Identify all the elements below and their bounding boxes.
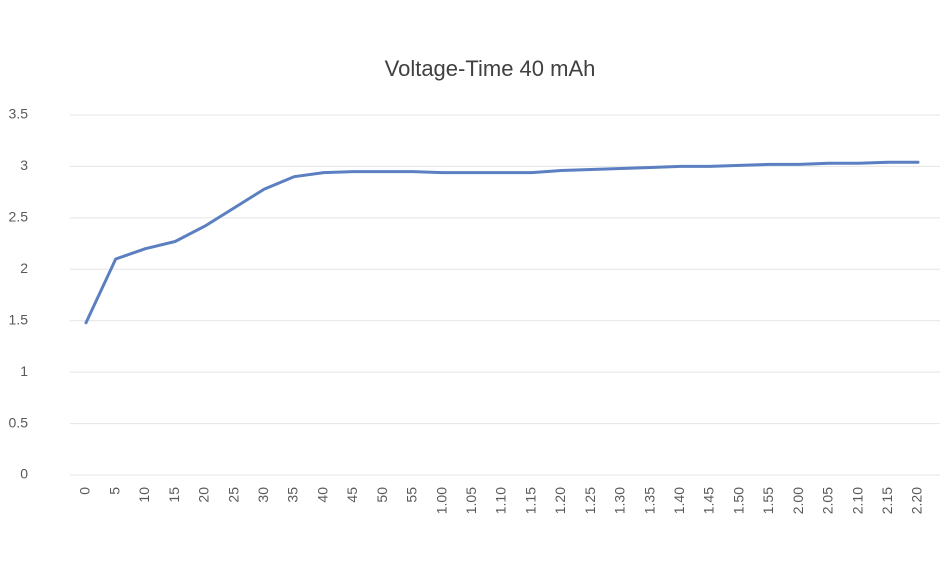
x-tick-label: 1.55 [760,487,776,514]
x-tick-label: 30 [255,487,271,503]
y-tick-label: 1.5 [9,311,29,327]
x-tick-label: 10 [136,487,152,503]
x-tick-label: 1.30 [612,487,628,514]
x-tick-label: 40 [314,487,330,503]
x-tick-label: 55 [404,487,420,503]
x-tick-label: 25 [225,487,241,503]
data-line [84,160,920,325]
x-tick-label: 1.00 [433,487,449,514]
x-tick-label: 15 [166,487,182,503]
x-tick-label: 2.00 [790,487,806,514]
y-tick-label: 0 [20,466,28,482]
x-tick-label: 5 [106,487,122,495]
x-tick-label: 1.20 [552,487,568,514]
y-tick-label: 0.5 [9,414,29,430]
x-tick-label: 1.35 [641,487,657,514]
y-tick-label: 3.5 [9,106,29,122]
x-tick-label: 1.05 [463,487,479,514]
x-tick-label: 2.15 [879,487,895,514]
x-tick-label: 1.10 [493,487,509,514]
x-tick-label: 1.50 [730,487,746,514]
x-tick-label: 45 [344,487,360,503]
y-tick-label: 2 [20,260,28,276]
x-tick-label: 35 [285,487,301,503]
y-tick-label: 1 [20,363,28,379]
x-tick-label: 50 [374,487,390,503]
x-tick-label: 1.40 [671,487,687,514]
y-tick-label: 2.5 [9,209,29,225]
x-tick-label: 1.15 [522,487,538,514]
x-tick-label: 1.45 [701,487,717,514]
x-tick-label: 2.05 [820,487,836,514]
chart-title: Voltage-Time 40 mAh [385,56,596,81]
y-tick-label: 3 [20,157,28,173]
x-tick-label: 2.20 [909,487,925,514]
x-tick-label: 0 [77,487,93,495]
x-tick-label: 1.25 [582,487,598,514]
x-tick-label: 20 [196,487,212,503]
x-tick-label: 2.10 [849,487,865,514]
